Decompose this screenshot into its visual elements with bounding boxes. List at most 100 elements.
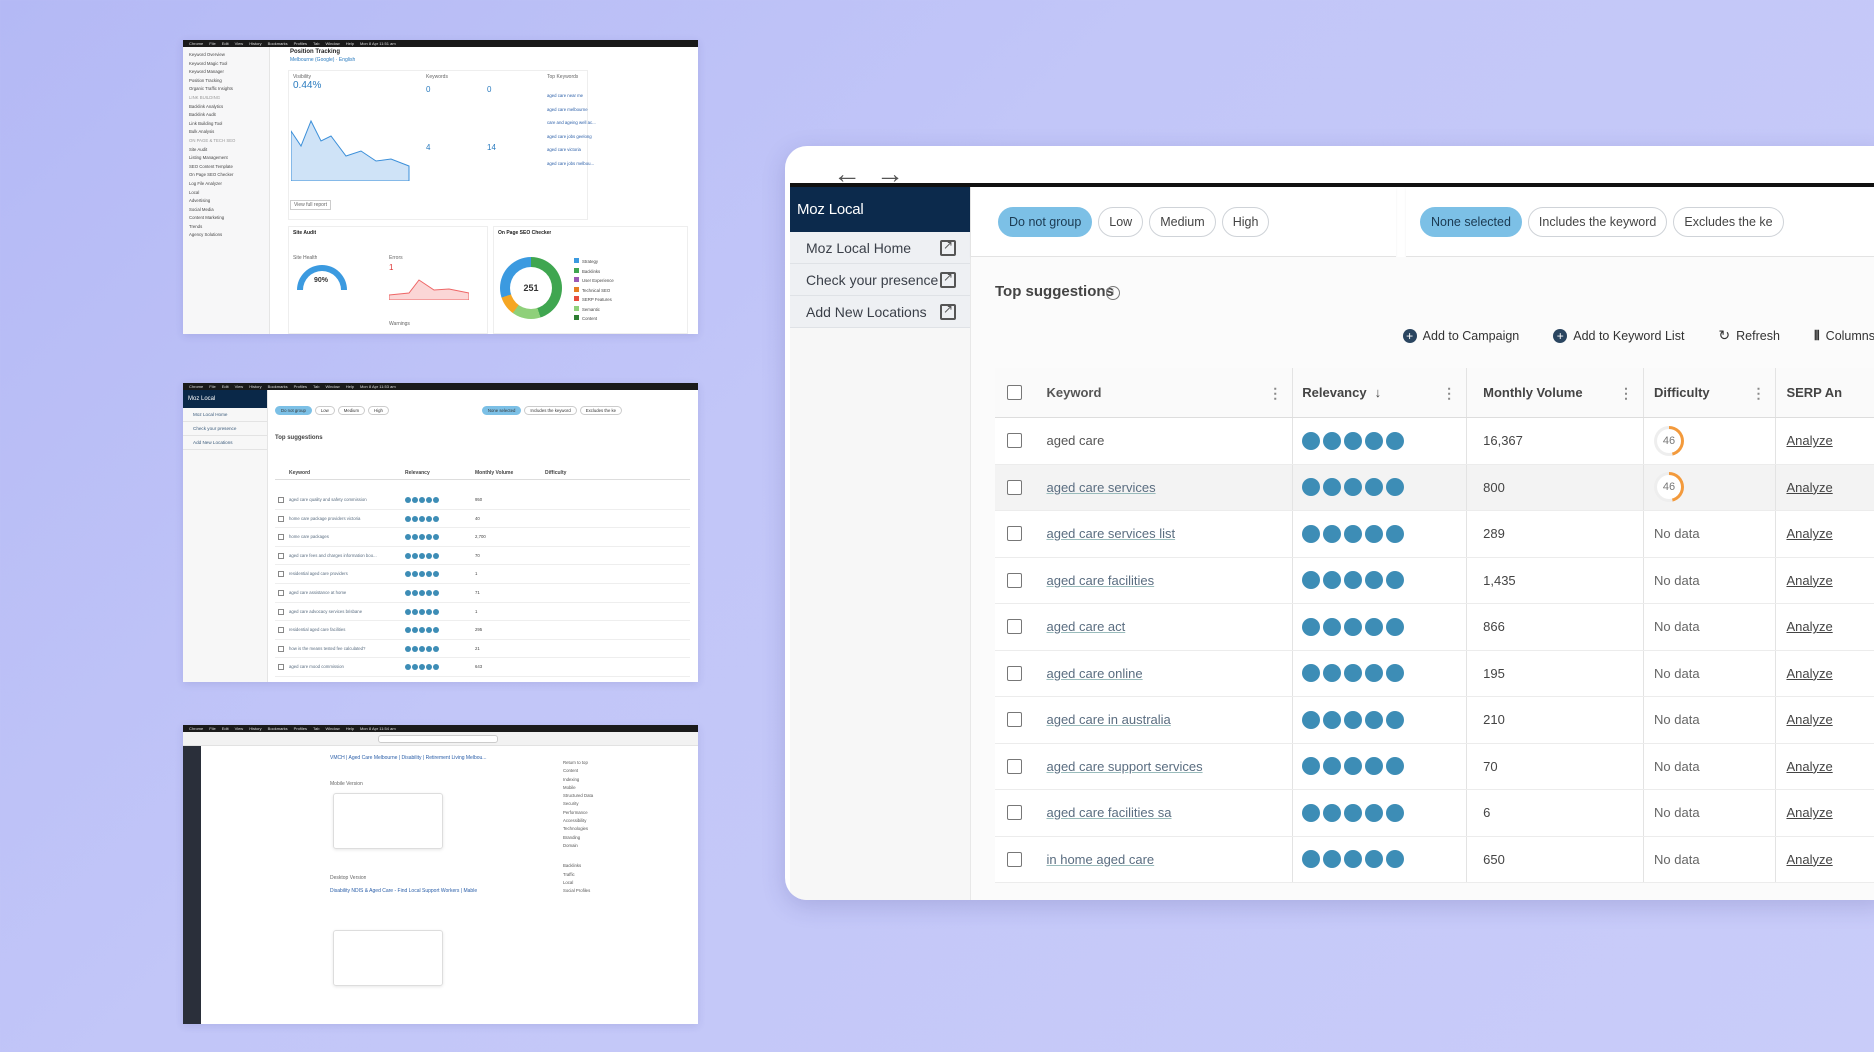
right-nav-link[interactable]: Accessibility (563, 818, 587, 824)
keyword-link[interactable]: home care package providers victoria (289, 515, 361, 521)
semrush-sidebar-item[interactable]: SEO Content Template (189, 163, 233, 169)
col-serp-analysis[interactable]: SERP An (1786, 385, 1843, 400)
semrush-sidebar-item[interactable]: Local (189, 189, 200, 195)
mini-pill[interactable]: Excludes the ke (579, 406, 623, 415)
keyword-link[interactable]: aged care online (1046, 665, 1143, 681)
keyword-link[interactable]: aged care advocacy services brisbane (289, 608, 363, 614)
info-icon[interactable]: i (1106, 286, 1120, 300)
right-nav-link[interactable]: Domain (563, 842, 578, 848)
keyword-link[interactable]: in home aged care (1046, 851, 1155, 867)
menubar-item[interactable]: Tab (313, 384, 320, 389)
mini-pill[interactable]: High (368, 406, 389, 415)
row-checkbox[interactable] (278, 571, 284, 578)
analyze-serp-link[interactable]: Analyze (1786, 758, 1833, 774)
col-keyword[interactable]: Keyword (1046, 385, 1102, 400)
row-checkbox[interactable] (1007, 665, 1023, 681)
semrush-sidebar-item[interactable]: Keyword Magic Tool (189, 60, 228, 66)
semrush-sidebar-item[interactable]: Listing Management (189, 155, 228, 161)
analyze-serp-link[interactable]: Analyze (1786, 619, 1833, 635)
right-nav-link[interactable]: Technologies (563, 826, 589, 832)
row-checkbox[interactable] (1007, 479, 1023, 495)
col-relevancy[interactable]: Relevancy (1302, 385, 1367, 400)
top-keyword-link[interactable]: care and ageing well ac... (547, 120, 596, 125)
analyze-serp-link[interactable]: Analyze (1786, 479, 1833, 495)
row-checkbox[interactable] (278, 552, 284, 559)
menubar-item[interactable]: Window (325, 384, 340, 389)
row-checkbox[interactable] (278, 497, 284, 503)
keyword-link[interactable]: how is the means tested fee calculated? (289, 645, 366, 651)
result1-title[interactable]: VMCH | Aged Care Melbourne | Disability … (330, 755, 487, 761)
analyze-serp-link[interactable]: Analyze (1786, 526, 1833, 542)
analyze-serp-link[interactable]: Analyze (1786, 665, 1833, 681)
menubar-item[interactable]: File (209, 41, 216, 46)
right-nav-link[interactable]: Indexing (563, 776, 580, 782)
menubar-item[interactable]: Edit (221, 384, 229, 389)
row-checkbox[interactable] (1007, 619, 1023, 635)
mini-pill[interactable]: Medium (337, 406, 366, 415)
semrush-sidebar-item[interactable]: On Page SEO Checker (189, 172, 234, 178)
row-checkbox[interactable] (1007, 712, 1023, 728)
top-keyword-link[interactable]: aged care victoria (547, 147, 581, 152)
view-report-button[interactable]: View full report (290, 200, 331, 210)
semrush-sidebar-item[interactable]: Backlink Analytics (189, 103, 224, 109)
keyword-link[interactable]: residential aged care providers (289, 571, 348, 577)
semrush-sidebar-item[interactable]: Position Tracking (189, 77, 222, 83)
menubar-item[interactable]: View (234, 726, 244, 731)
right-nav-link[interactable]: Traffic (563, 871, 575, 877)
menubar-item[interactable]: Profiles (293, 41, 308, 46)
keyword-link[interactable]: aged care facilities (1046, 572, 1155, 588)
menubar-item[interactable]: File (209, 726, 216, 731)
pill-includes-keyword[interactable]: Includes the keyword (1527, 207, 1668, 237)
keyword-link[interactable]: aged care act (1046, 619, 1126, 635)
keyword-link[interactable]: aged care services (1046, 479, 1156, 495)
menubar-item[interactable]: Help (345, 726, 354, 731)
sidebar-item-moz-local-home[interactable]: Moz Local Home (790, 232, 970, 264)
semrush-sidebar-item[interactable]: Backlink Audit (189, 112, 216, 118)
menubar-item[interactable]: Help (345, 41, 354, 46)
pill-low[interactable]: Low (1098, 207, 1144, 237)
semrush-sidebar-item[interactable]: Link Building Tool (189, 120, 223, 126)
analyze-serp-link[interactable]: Analyze (1786, 433, 1833, 449)
menubar-item[interactable]: Bookmarks (267, 726, 288, 731)
top-keyword-link[interactable]: aged care near me (547, 93, 584, 98)
keyword-link[interactable]: residential aged care facilities (289, 627, 346, 633)
semrush-sidebar-item[interactable]: Log File Analyzer (189, 180, 222, 186)
pill-none-selected[interactable]: None selected (1420, 207, 1522, 237)
menubar-item[interactable]: History (249, 41, 262, 46)
row-checkbox[interactable] (278, 645, 284, 652)
add-to-keyword-list-button[interactable]: + Add to Keyword List (1553, 327, 1684, 344)
semrush-sidebar-item[interactable]: Keyword Overview (189, 52, 225, 57)
mini-pill[interactable]: Low (314, 406, 335, 415)
menubar-item[interactable]: Chrome (189, 41, 204, 46)
top-keyword-link[interactable]: aged care jobs melbou... (547, 160, 595, 166)
location-label[interactable]: Melbourne (Google) · English (290, 57, 356, 63)
row-checkbox[interactable] (1007, 433, 1023, 449)
right-nav-link[interactable]: Security (563, 801, 579, 807)
keyword-link[interactable]: home care packages (289, 534, 329, 540)
row-checkbox[interactable] (278, 589, 284, 596)
col-difficulty[interactable]: Difficulty (1654, 385, 1710, 400)
menubar-item[interactable]: File (209, 384, 216, 389)
semrush-sidebar-item[interactable]: Content Marketing (189, 215, 225, 221)
sort-down-icon[interactable]: ↓ (1374, 385, 1382, 400)
pill-do-not-group[interactable]: Do not group (998, 207, 1093, 237)
keyword-link[interactable]: aged care support services (1046, 758, 1203, 774)
menubar-item[interactable]: Bookmarks (267, 41, 288, 46)
semrush-sidebar-item[interactable]: Keyword Manager (189, 69, 224, 75)
pill-medium[interactable]: Medium (1149, 207, 1216, 237)
right-nav-link[interactable]: Mobile (563, 784, 576, 790)
menubar-item[interactable]: History (249, 726, 262, 731)
forward-arrow-icon[interactable]: → (876, 158, 904, 189)
row-checkbox[interactable] (1007, 758, 1023, 774)
sidebar-item-check-presence[interactable]: Check your presence (790, 264, 970, 296)
row-checkbox[interactable] (1007, 526, 1023, 542)
row-checkbox[interactable] (278, 608, 284, 615)
add-to-campaign-button[interactable]: + Add to Campaign (1402, 327, 1519, 344)
refresh-button[interactable]: ↻ Refresh (1718, 327, 1780, 344)
column-menu-icon[interactable]: ⋮ (1751, 384, 1766, 401)
keyword-link[interactable]: aged care quality and safety commission (289, 497, 367, 502)
analyze-serp-link[interactable]: Analyze (1786, 712, 1833, 728)
column-menu-icon[interactable]: ⋮ (1442, 384, 1457, 401)
mini-pill[interactable]: None selected (481, 406, 522, 415)
mini-sidebar-item[interactable]: Moz Local Home (183, 408, 267, 422)
